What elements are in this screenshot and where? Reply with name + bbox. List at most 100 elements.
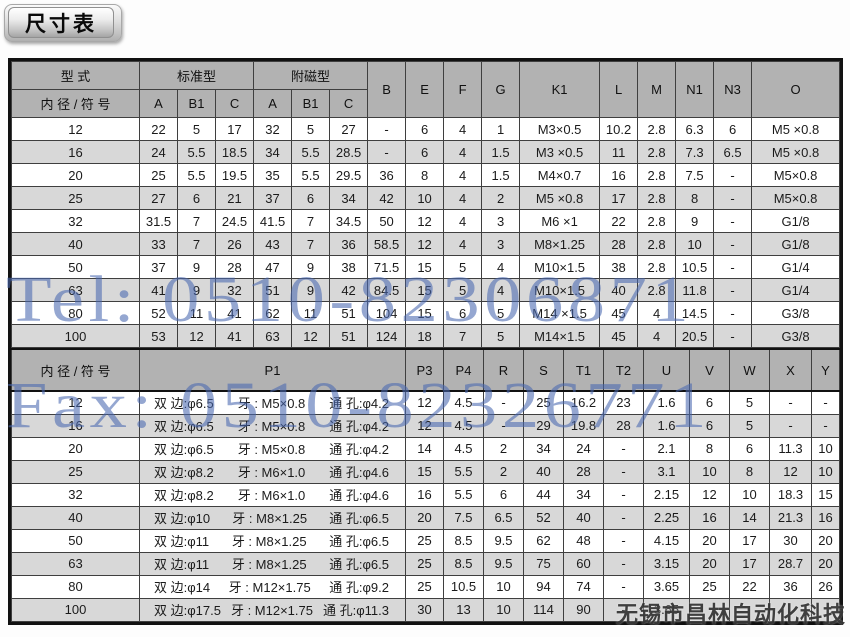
value-cell: - xyxy=(367,117,407,141)
value-cell: 5.5 xyxy=(291,140,331,164)
value-cell: 5 xyxy=(443,278,483,302)
value-cell: 7 xyxy=(177,232,216,256)
value-cell: 36 xyxy=(329,232,369,256)
p1-parts: 双 边:φ8.2 牙 : M6×1.0 通 孔:φ4.6 xyxy=(141,485,405,504)
value-cell: 8 xyxy=(729,459,770,484)
value-cell: 4.5 xyxy=(443,436,484,461)
table1-row: 12 22 5 17 32 5 27-6 4 1 M3×0.5 10.2 2.8 6.3 6 M5 ×0.8 xyxy=(11,117,841,141)
dimension-table-top: 型 式 标准型 附磁型 B E F G K1 L M N1 N3 O 内 径 /… xyxy=(11,61,841,348)
value-cell: 30 xyxy=(769,528,812,553)
value-cell: 2 xyxy=(483,436,524,461)
p1-parts: 双 边:φ6.5 牙 : M5×0.8 通 孔:φ4.2 xyxy=(141,393,405,412)
value-cell xyxy=(811,597,840,622)
value-cell: 4 xyxy=(443,232,483,256)
value-cell: 25 xyxy=(523,390,564,415)
value-cell: 2.25 xyxy=(643,505,690,530)
header-bore-symbol-2: 内 径 / 符 号 xyxy=(11,348,140,392)
table1-row: 32 31.5 7 24.5 41.5 7 34.5 50 12 4 3 M6 ×1 22 2.8 9- G1… xyxy=(11,209,841,233)
bore-cell: 100 xyxy=(11,597,140,622)
value-cell: 1.6 xyxy=(643,390,690,415)
p1-cell: 双 边:φ8.2 牙 : M6×1.0 通 孔:φ4.6 xyxy=(139,482,406,507)
value-cell: 29.5 xyxy=(329,163,369,187)
value-cell: 4.15 xyxy=(643,528,690,553)
value-cell: 25 xyxy=(405,528,444,553)
value-cell: 1.5 xyxy=(481,163,521,187)
value-cell: 44 xyxy=(523,482,564,507)
value-cell: 21.3 xyxy=(769,505,812,530)
header-col-U: U xyxy=(643,348,690,392)
value-cell: 11 xyxy=(599,140,639,164)
value-cell: 4 xyxy=(637,324,677,348)
value-cell: 6 xyxy=(443,301,483,325)
bore-cell: 20 xyxy=(11,163,140,187)
value-cell: - xyxy=(713,186,753,210)
value-cell: 28 xyxy=(214,255,255,279)
value-cell: 6.5 xyxy=(713,140,753,164)
value-cell: 18.5 xyxy=(214,140,255,164)
header-col-F: F xyxy=(443,61,483,118)
value-cell: 10 xyxy=(483,574,524,599)
value-cell: 2.8 xyxy=(637,186,677,210)
value-cell: 6.3 xyxy=(675,117,715,141)
value-cell: 6 xyxy=(483,482,524,507)
value-cell: 17 xyxy=(599,186,639,210)
value-cell: 15 xyxy=(405,255,445,279)
value-cell: 20 xyxy=(811,551,840,576)
value-cell: 45 xyxy=(599,301,639,325)
value-cell: - xyxy=(603,597,644,622)
value-cell: 10 xyxy=(483,597,524,622)
value-cell xyxy=(689,597,730,622)
table1-row: 40 33 7 26 43 7 36 58.5 12 4 3 M8×1.25 28 2.8 10- G1/8 xyxy=(11,232,841,256)
header-col-N3: N3 xyxy=(713,61,753,118)
header-sub-A1: A xyxy=(139,89,178,118)
value-cell: 8.5 xyxy=(443,551,484,576)
header-group-magnetic: 附磁型 xyxy=(253,61,369,90)
value-cell: 7 xyxy=(177,209,216,233)
value-cell: 10 xyxy=(811,436,840,461)
value-cell: 5 xyxy=(729,390,770,415)
value-cell: - xyxy=(483,390,524,415)
value-cell: 14.5 xyxy=(675,301,715,325)
value-cell: G1/8 xyxy=(751,209,841,233)
value-cell: 13 xyxy=(443,597,484,622)
bore-cell: 12 xyxy=(11,390,140,415)
header-col-P4: P4 xyxy=(443,348,484,392)
p1-hole: 通 孔:φ6.5 xyxy=(329,511,389,526)
table2-row: 40 双 边:φ10 牙 : M8×1.25 通 孔:φ6.5 20 7.5 6.5 52 40… xyxy=(11,505,840,530)
value-cell: 4 xyxy=(443,140,483,164)
value-cell: 15 xyxy=(811,482,840,507)
value-cell: 5 xyxy=(481,324,521,348)
p1-side: 双 边:φ8.2 xyxy=(154,488,214,503)
table1-row: 20 25 5.5 19.5 35 5.5 29.5 36 8 4 1.5 M4×0.7 16 2.8 7.… xyxy=(11,163,841,187)
bore-cell: 40 xyxy=(11,232,140,256)
value-cell: 84.5 xyxy=(367,278,407,302)
value-cell: 2.8 xyxy=(637,140,677,164)
value-cell: 5 xyxy=(177,117,216,141)
p1-cell: 双 边:φ11 牙 : M8×1.25 通 孔:φ6.5 xyxy=(139,551,406,576)
value-cell: M3×0.5 xyxy=(519,117,601,141)
table2-row: 32 双 边:φ8.2 牙 : M6×1.0 通 孔:φ4.6 16 5.5 6 44 34-2… xyxy=(11,482,840,507)
p1-side: 双 边:φ11 xyxy=(154,534,210,549)
bore-cell: 16 xyxy=(11,413,140,438)
value-cell: 31.5 xyxy=(139,209,178,233)
value-cell: 52 xyxy=(139,301,178,325)
value-cell: 6.5 xyxy=(483,505,524,530)
value-cell: 51 xyxy=(253,278,293,302)
p1-parts: 双 边:φ14 牙 : M12×1.75 通 孔:φ9.2 xyxy=(141,577,405,596)
header-col-P3: P3 xyxy=(405,348,444,392)
table1-row: 50 37 9 28 47 9 38 71.5 15 5 4 M10×1.5 38 2.8 10.5- G1/… xyxy=(11,255,841,279)
p1-parts: 双 边:φ6.5 牙 : M5×0.8 通 孔:φ4.2 xyxy=(141,439,405,458)
value-cell: 6 xyxy=(729,436,770,461)
p1-thread: 牙 : M6×1.0 xyxy=(237,488,306,503)
value-cell: 20 xyxy=(405,505,444,530)
p1-thread: 牙 : M5×0.8 xyxy=(237,442,306,457)
value-cell: 16.2 xyxy=(563,390,604,415)
value-cell: 104 xyxy=(367,301,407,325)
value-cell: 5.5 xyxy=(291,163,331,187)
value-cell: 38 xyxy=(329,255,369,279)
value-cell: 2.8 xyxy=(637,232,677,256)
value-cell: 50 xyxy=(367,209,407,233)
value-cell: 9 xyxy=(291,278,331,302)
value-cell: 42 xyxy=(367,186,407,210)
value-cell: G1/8 xyxy=(751,232,841,256)
